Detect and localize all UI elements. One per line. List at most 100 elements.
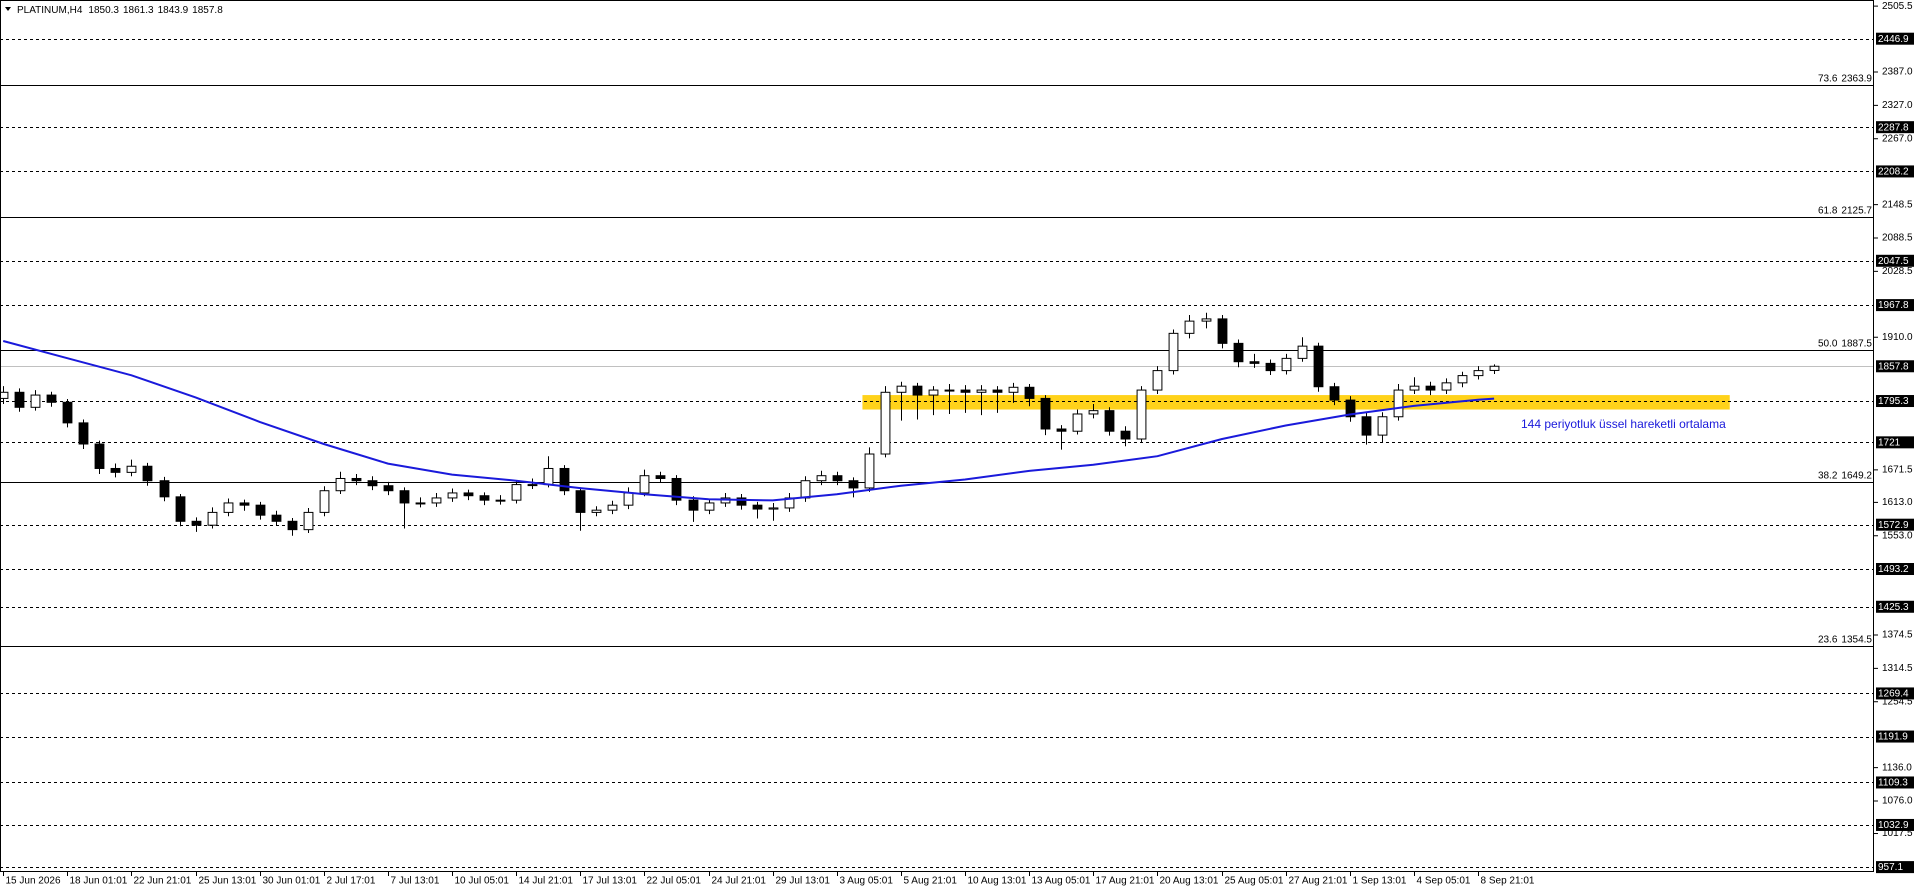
candle-body [1168,332,1179,372]
candle-body [1008,386,1019,393]
level-box [1876,600,1914,613]
x-tick-label: 10 Jul 05:01 [455,876,510,887]
symbol: PLATINUM,H4 [17,5,83,16]
x-tick-label: 1 Sep 13:01 [1353,876,1407,887]
level-label: 957.1 [1878,862,1903,873]
y-tick-label: 2387.0 [1882,67,1913,78]
candle-body [655,475,666,479]
candle-body [415,502,426,505]
candle-body [255,504,266,516]
x-tick-label: 22 Jun 21:01 [134,876,192,887]
candle-body [351,477,362,482]
candle-body [736,497,747,506]
fib-label: 23.6 1354.5 [1818,634,1872,645]
x-tick-label: 25 Jun 13:01 [199,876,257,887]
candle-body [1377,416,1388,436]
level-box [1876,776,1914,789]
level-label: 1795.3 [1878,396,1909,407]
moving-average [2,340,1495,502]
level-box [1876,299,1914,312]
zone-layer [862,395,1730,410]
x-tick-label: 30 Jun 01:01 [263,876,321,887]
level-box [1876,395,1914,408]
y-tick-label: 1254.5 [1882,696,1913,707]
candle-body [559,467,570,492]
candle-body [944,389,955,392]
candle-body [912,385,923,396]
chart-header: PLATINUM,H4 1850.3 1861.3 1843.9 1857.8 [17,5,223,16]
candle-body [896,385,907,393]
y-tick-label: 1136.0 [1882,762,1912,773]
fib-ratio: 73.6 [1818,73,1838,84]
candle-body [399,490,410,504]
axis-layer: 2505.5 2387.0 2327.0 2267.0 2148.5 2088.5 2028… [3,1,1914,887]
y-tick-label: 1076.0 [1882,796,1913,807]
level-box [1876,32,1914,45]
candle-body [30,394,41,408]
candle-body [479,495,490,501]
fib-ratio: 38.2 [1818,470,1838,481]
level-label: 2287.8 [1878,122,1909,133]
x-tick-label: 2 Jul 17:01 [327,876,376,887]
y-tick-label: 2327.0 [1882,100,1913,111]
candle-body [1345,399,1356,418]
candle-body [1393,389,1404,418]
lines-layer: 73.6 2363.9 61.8 2125.7 50.0 1887.5 38.2 1649.2… [0,39,1874,868]
x-tick-label: 3 Aug 05:01 [840,876,894,887]
candle-body [960,389,971,393]
current-price-box [1876,360,1914,373]
y-tick-label: 1910.0 [1882,332,1913,343]
x-tick-label: 15 Jun 2026 [6,876,61,887]
candle-body [383,485,394,492]
candle-body [495,499,506,502]
fib-ratio: 50.0 [1818,338,1838,349]
candle-body [1361,416,1372,436]
candle-body [1072,413,1083,432]
candle-body [976,389,987,393]
fib-ratio: 23.6 [1818,634,1838,645]
candle-body [768,507,779,510]
level-box [1876,861,1914,874]
y-tick-label: 1613.0 [1882,497,1913,508]
level-label: 1572.9 [1878,520,1909,531]
level-label: 1967.8 [1878,300,1909,311]
candle-body [992,389,1003,393]
candle-body [1441,382,1452,391]
candle-body [62,401,73,424]
fib-label: 38.2 1649.2 [1818,470,1872,481]
x-tick-label: 17 Aug 21:01 [1096,876,1155,887]
candle-body [1473,370,1484,377]
candle-body [319,490,330,513]
x-tick-label: 13 Aug 05:01 [1032,876,1091,887]
x-tick-label: 17 Jul 13:01 [583,876,638,887]
level-box [1876,563,1914,576]
candle-body [239,502,250,506]
level-label: 2208.2 [1878,167,1909,178]
candle-body [1233,342,1244,363]
level-label: 1269.4 [1878,689,1909,700]
y-tick-label: 1314.5 [1882,663,1913,674]
candle-body [1249,361,1260,364]
fib-label: 73.6 2363.9 [1818,73,1872,84]
header-open: 1850.3 [88,5,119,16]
candle-body [575,490,586,513]
candle-body [126,465,137,473]
y-tick-label: 2148.5 [1882,199,1913,210]
candle-body [1217,318,1228,344]
candle-body [639,475,650,494]
candle-body [527,484,538,487]
candle-body [1152,370,1163,391]
menu-triangle[interactable] [5,7,11,11]
candle-body [303,511,314,531]
fib-label: 50.0 1887.5 [1818,338,1872,349]
candle-body [832,475,843,482]
level-label: 1721 [1878,437,1901,448]
candle-body [704,502,715,511]
candle-body [1329,386,1340,401]
candle-body [671,477,682,501]
candle-body [800,480,811,499]
level-label: 2047.5 [1878,256,1909,267]
candle-body [207,511,218,526]
candle-body [1281,357,1292,372]
candle-body [46,394,57,403]
